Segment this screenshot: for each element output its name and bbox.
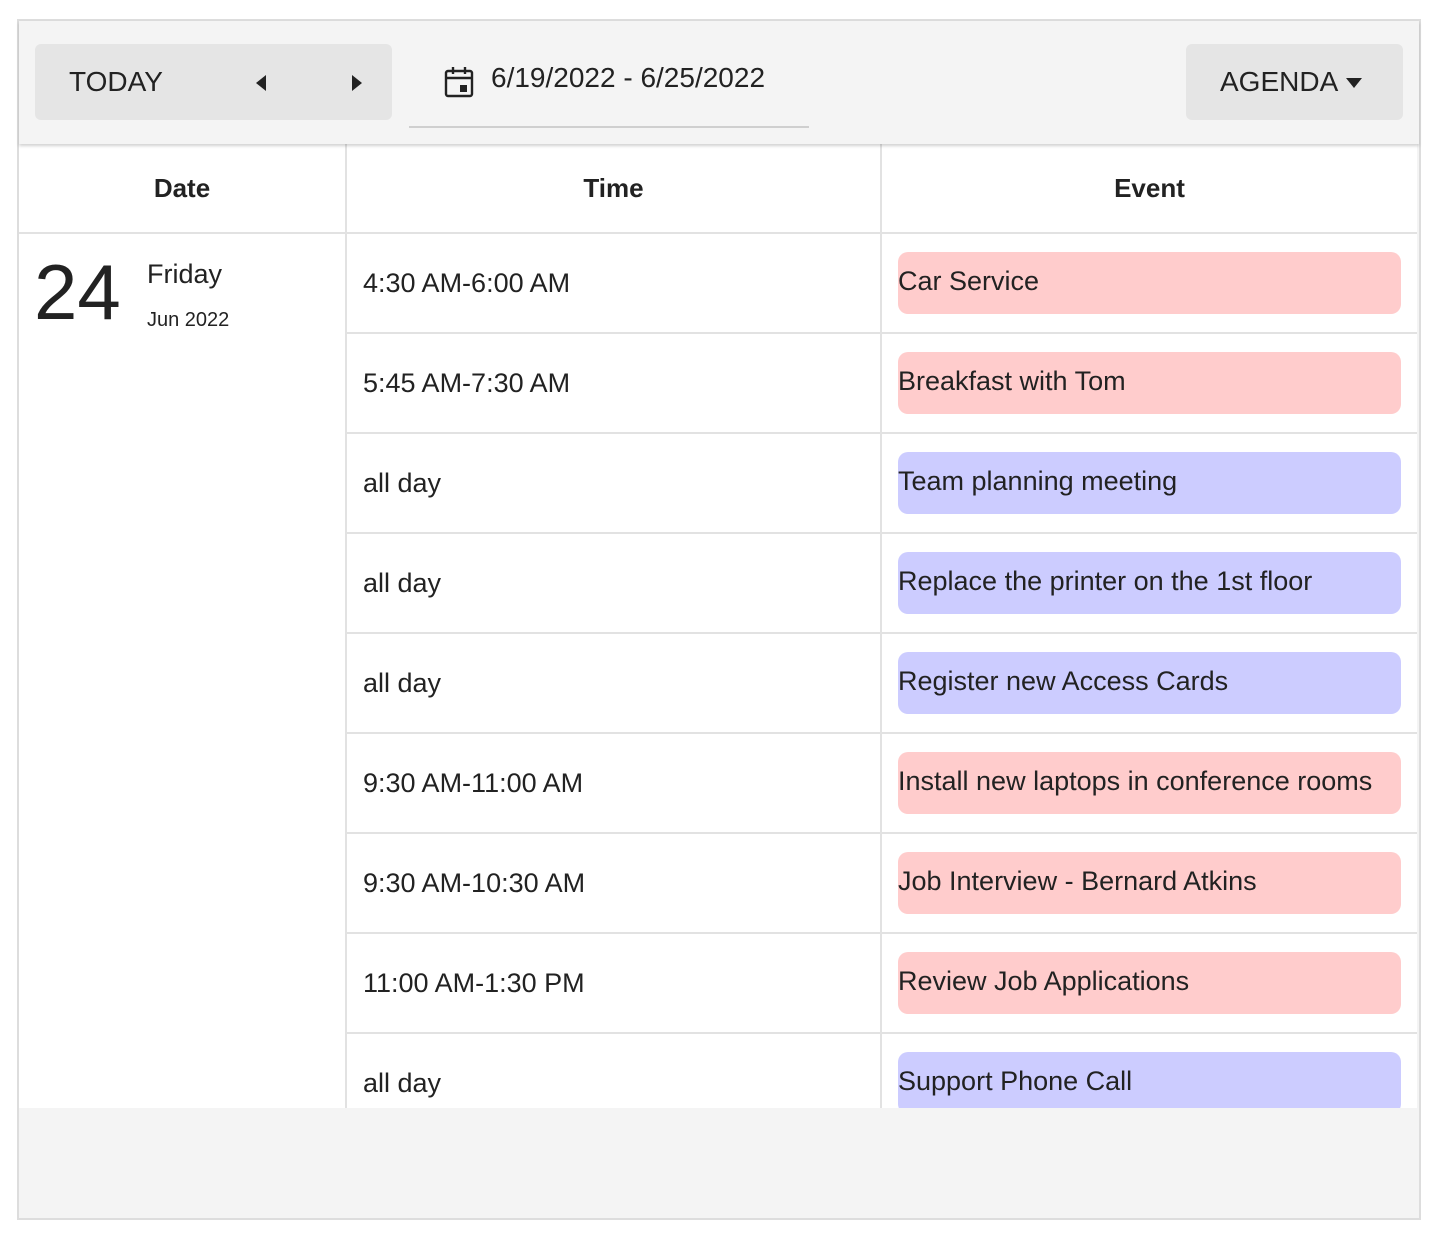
caret-left-icon [256,75,266,91]
event-time: 11:00 AM-1:30 PM [346,933,882,1034]
event-chip[interactable]: Install new laptops in conference rooms [898,752,1401,814]
date-cell: 24 Friday Jun 2022 [19,233,347,1134]
event-chip[interactable]: Replace the printer on the 1st floor [898,552,1401,614]
event-time: all day [346,533,882,634]
event-chip[interactable]: Car Service [898,252,1401,314]
day-month-year: Jun 2022 [147,309,230,331]
column-header-event: Event [881,144,1417,234]
agenda-row: all day Team planning meeting [19,433,1417,534]
agenda-row: 11:00 AM-1:30 PM Review Job Applications [19,933,1417,1034]
day-number: 24 [34,248,121,336]
date-range-picker[interactable]: 6/19/2022 - 6/25/2022 [409,44,809,128]
agenda-row: 5:45 AM-7:30 AM Breakfast with Tom [19,333,1417,434]
next-button[interactable] [327,44,387,120]
event-chip[interactable]: Breakfast with Tom [898,352,1401,414]
event-cell: Install new laptops in conference rooms [881,733,1417,834]
navigation-group: TODAY [35,44,392,120]
view-label: AGENDA [1220,66,1339,97]
event-chip[interactable]: Register new Access Cards [898,652,1401,714]
agenda-body: 24 Friday Jun 2022 4:30 AM-6:00 AM Car Servi… [19,233,1417,1134]
agenda-row: 9:30 AM-11:00 AM Install new laptops in c… [19,733,1417,834]
today-button[interactable]: TODAY [69,66,163,97]
event-cell: Replace the printer on the 1st floor [881,533,1417,634]
event-cell: Register new Access Cards [881,633,1417,734]
agenda-row: all day Replace the printer on the 1st fl… [19,533,1417,634]
agenda-row: 24 Friday Jun 2022 4:30 AM-6:00 AM Car Servi… [19,233,1417,1134]
event-time: all day [346,633,882,734]
agenda-row: all day Register new Access Cards [19,633,1417,734]
event-time: 9:30 AM-10:30 AM [346,833,882,934]
agenda-view: Date Time Event 24 Friday Jun 2022 4:30 AM-… [19,144,1417,1134]
event-chip[interactable]: Support Phone Call [898,1052,1401,1114]
event-time: all day [346,433,882,534]
date-range-text: 6/19/2022 - 6/25/2022 [491,62,766,93]
event-cell: Breakfast with Tom [881,333,1417,434]
event-time: 4:30 AM-6:00 AM [346,233,882,334]
view-dropdown-button[interactable]: AGENDA [1186,44,1403,120]
agenda-row: 9:30 AM-10:30 AM Job Interview - Bernard … [19,833,1417,934]
calendar-icon [444,67,474,98]
event-cell: Team planning meeting [881,433,1417,534]
event-chip[interactable]: Review Job Applications [898,952,1401,1014]
day-weekday: Friday [147,259,223,289]
caret-right-icon [352,75,362,91]
agenda-header-row: Date Time Event [19,144,1417,234]
event-cell: Job Interview - Bernard Atkins [881,833,1417,934]
column-header-date: Date [19,144,347,234]
event-time: 9:30 AM-11:00 AM [346,733,882,834]
scheduler-toolbar: TODAY 6/19/2022 - 6/25/2022 [19,21,1419,144]
event-chip[interactable]: Team planning meeting [898,452,1401,514]
event-time: 5:45 AM-7:30 AM [346,333,882,434]
previous-button[interactable] [231,44,291,120]
agenda-table: Date Time Event 24 Friday Jun 2022 4:30 AM-… [19,144,1417,1134]
event-cell: Car Service [881,233,1417,334]
caret-down-icon [1346,78,1362,88]
event-chip[interactable]: Job Interview - Bernard Atkins [898,852,1401,914]
date-group: 24 Friday Jun 2022 [20,235,344,335]
event-cell: Review Job Applications [881,933,1417,1034]
scheduler-footer [19,1108,1419,1218]
column-header-time: Time [346,144,882,234]
scheduler: TODAY 6/19/2022 - 6/25/2022 [17,19,1421,1220]
